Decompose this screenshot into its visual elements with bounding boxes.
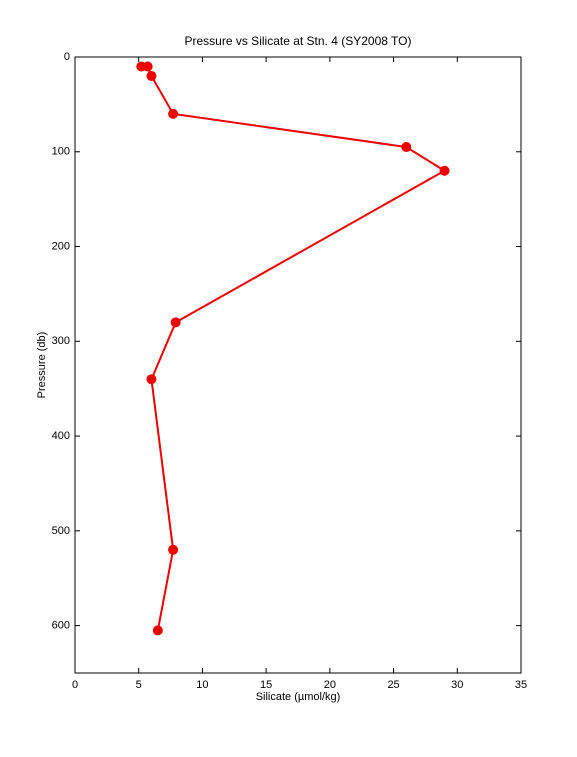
y-tick-label: 300 (52, 335, 70, 347)
data-point (439, 165, 450, 176)
data-point (146, 70, 157, 81)
x-tick-label: 15 (260, 679, 272, 691)
x-tick-label: 0 (72, 679, 78, 691)
plot-frame (74, 56, 522, 674)
x-tick-label: 35 (515, 679, 527, 691)
x-tick-label: 20 (324, 679, 336, 691)
data-point (146, 374, 157, 385)
data-point (401, 142, 412, 153)
chart-title: Pressure vs Silicate at Stn. 4 (SY2008 T… (185, 34, 412, 48)
x-tick-label: 30 (451, 679, 463, 691)
y-axis-label: Pressure (db) (36, 332, 48, 399)
data-line (141, 65, 447, 631)
x-tick-label: 25 (387, 679, 399, 691)
data-point (168, 108, 179, 119)
y-tick-label: 100 (52, 146, 70, 158)
x-tick-label: 5 (136, 679, 142, 691)
y-tick-label: 0 (64, 51, 70, 63)
data-point (168, 544, 179, 555)
y-tick-label: 600 (52, 620, 70, 632)
y-tick-label: 200 (52, 240, 70, 252)
y-tick-label: 400 (52, 430, 70, 442)
data-point (152, 625, 163, 636)
data-point (142, 61, 153, 72)
x-axis-label: Silicate (µmol/kg) (256, 691, 341, 703)
y-tick-label: 500 (52, 525, 70, 537)
data-point (170, 317, 181, 328)
x-tick-label: 10 (196, 679, 208, 691)
